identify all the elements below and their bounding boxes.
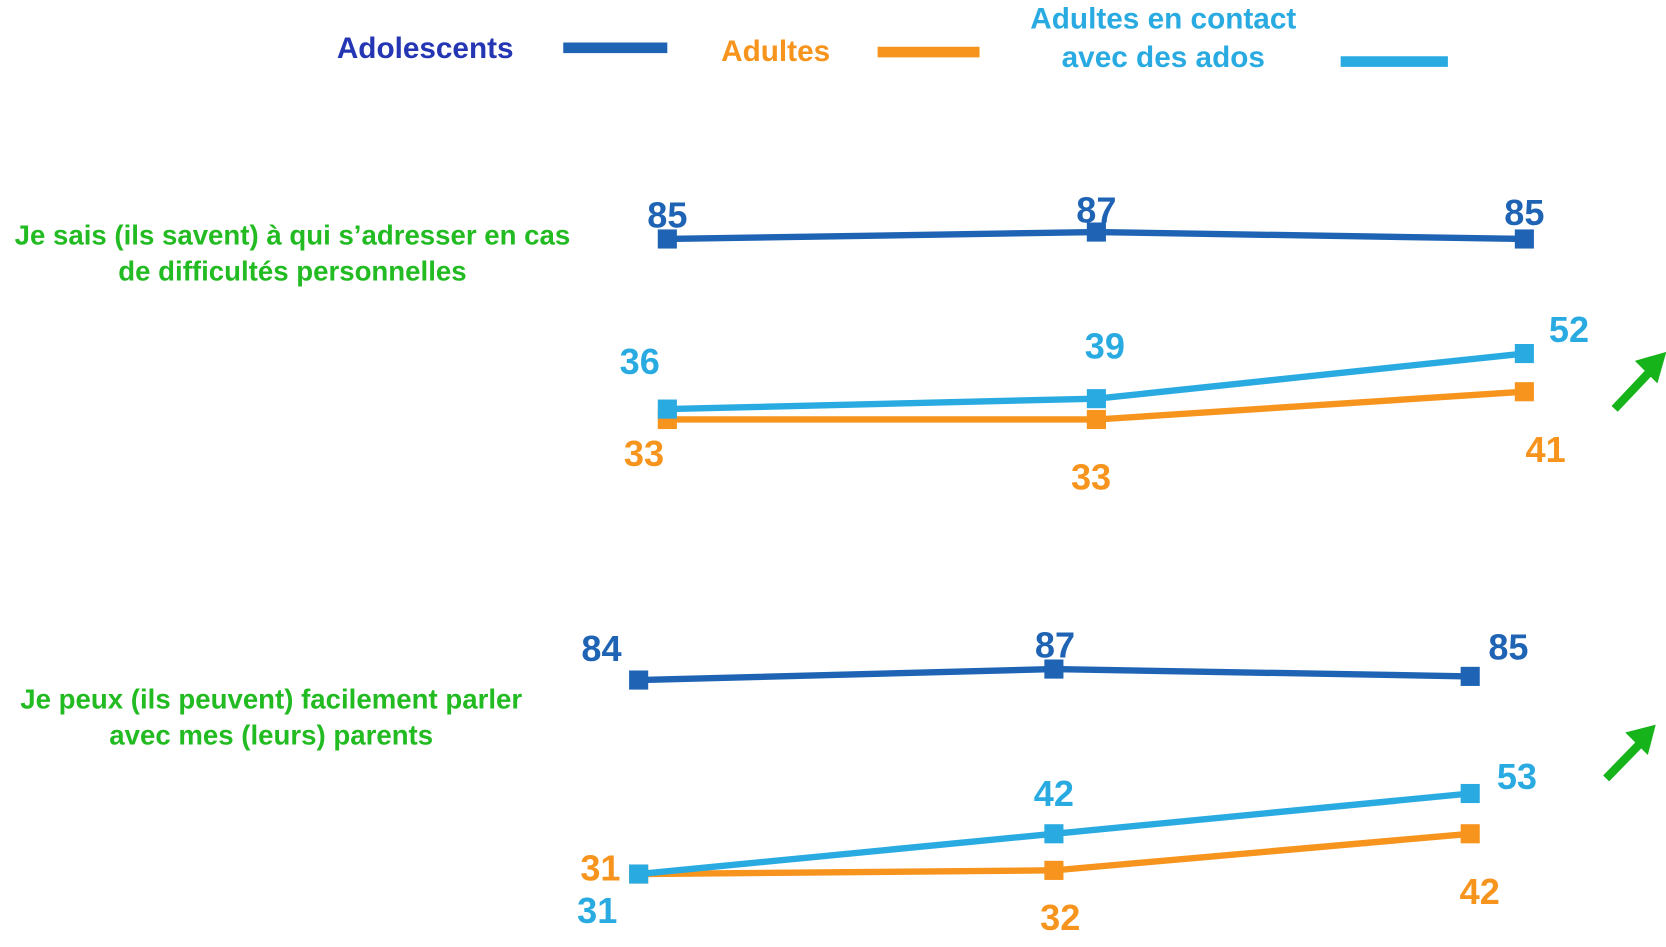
- data-label: 32: [1040, 897, 1080, 938]
- data-label: 42: [1034, 773, 1074, 814]
- data-label: 84: [581, 628, 621, 669]
- point-marker: [1460, 666, 1480, 686]
- point-marker: [1044, 860, 1064, 880]
- panel-title: Je peux (ils peuvent) facilement parler …: [20, 682, 523, 751]
- point-marker: [629, 670, 649, 690]
- point-marker: [1514, 382, 1534, 402]
- data-label: 41: [1526, 429, 1566, 470]
- point-marker: [1086, 409, 1106, 430]
- data-label: 31: [577, 890, 617, 931]
- data-label: 31: [580, 847, 620, 888]
- legend-label: Adultes: [721, 35, 830, 68]
- point-marker: [1086, 222, 1106, 242]
- panel-title: Je sais (ils savent) à qui s’adresser en…: [14, 218, 571, 287]
- point-marker: [1044, 659, 1064, 679]
- panel-title-box: Je sais (ils savent) à qui s’adresser en…: [14, 218, 571, 287]
- point-marker: [1086, 389, 1106, 409]
- point-marker: [1514, 229, 1534, 249]
- data-label: 33: [624, 433, 664, 474]
- legend-label: Adultes en contact avec des ados: [1030, 2, 1297, 74]
- point-marker: [629, 864, 649, 884]
- data-label: 39: [1085, 325, 1125, 366]
- data-label: 85: [647, 194, 687, 235]
- point-marker: [1460, 824, 1480, 844]
- point-marker: [1514, 343, 1534, 364]
- panel-title-box: Je peux (ils peuvent) facilement parler …: [20, 682, 523, 751]
- point-marker: [1044, 824, 1064, 844]
- data-label: 33: [1071, 457, 1111, 498]
- data-label: 42: [1460, 871, 1500, 912]
- data-label: 87: [1035, 624, 1075, 665]
- data-label: 52: [1549, 309, 1589, 350]
- legend-label: Adolescents: [337, 32, 514, 65]
- legend-label-box: Adultes en contact avec des ados: [1030, 2, 1297, 74]
- point-marker: [657, 229, 677, 249]
- data-label: 85: [1504, 192, 1544, 233]
- data-label: 36: [620, 341, 660, 382]
- point-marker: [1460, 783, 1480, 804]
- data-label: 85: [1488, 626, 1528, 667]
- data-label: 53: [1497, 756, 1537, 797]
- point-marker: [657, 399, 677, 419]
- trend-arrow: [1611, 351, 1666, 412]
- trend-arrow: [1603, 724, 1656, 782]
- data-label: 87: [1076, 189, 1116, 230]
